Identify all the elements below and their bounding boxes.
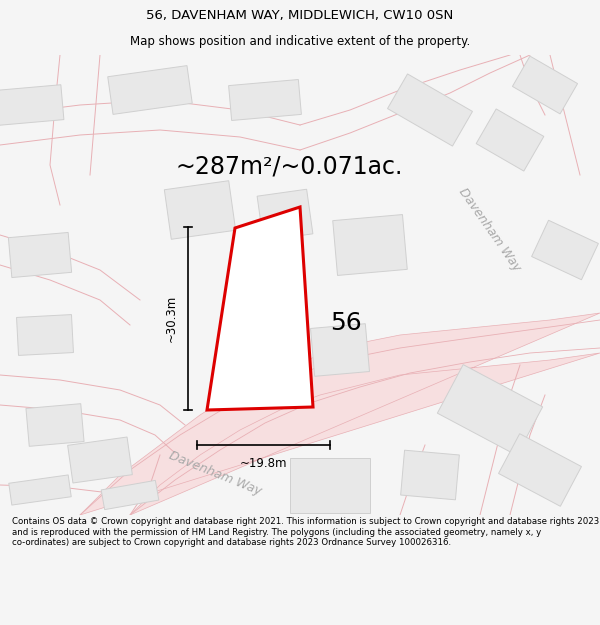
Polygon shape <box>101 481 159 509</box>
Polygon shape <box>311 324 370 376</box>
Polygon shape <box>207 207 313 410</box>
Text: Contains OS data © Crown copyright and database right 2021. This information is : Contains OS data © Crown copyright and d… <box>12 518 599 547</box>
Text: ~19.8m: ~19.8m <box>240 457 287 470</box>
Polygon shape <box>0 85 64 125</box>
Polygon shape <box>290 458 370 512</box>
Polygon shape <box>532 220 598 280</box>
Polygon shape <box>80 313 600 515</box>
Polygon shape <box>499 434 581 506</box>
Text: Davenham Way: Davenham Way <box>167 449 263 498</box>
Polygon shape <box>108 66 192 114</box>
Polygon shape <box>9 475 71 505</box>
Polygon shape <box>17 314 73 356</box>
Polygon shape <box>26 404 84 446</box>
Polygon shape <box>257 189 313 241</box>
Text: Map shows position and indicative extent of the property.: Map shows position and indicative extent… <box>130 35 470 48</box>
Polygon shape <box>401 450 460 500</box>
Text: ~30.3m: ~30.3m <box>165 295 178 342</box>
Polygon shape <box>437 364 542 456</box>
Polygon shape <box>164 181 236 239</box>
Text: 56: 56 <box>330 311 362 335</box>
Text: ~287m²/~0.071ac.: ~287m²/~0.071ac. <box>175 155 403 179</box>
Polygon shape <box>333 214 407 276</box>
Text: Davenham Way: Davenham Way <box>457 186 524 274</box>
Text: 56, DAVENHAM WAY, MIDDLEWICH, CW10 0SN: 56, DAVENHAM WAY, MIDDLEWICH, CW10 0SN <box>146 9 454 22</box>
Polygon shape <box>68 437 133 483</box>
Polygon shape <box>512 56 578 114</box>
Polygon shape <box>229 79 301 121</box>
Polygon shape <box>8 232 71 278</box>
Polygon shape <box>388 74 472 146</box>
Polygon shape <box>476 109 544 171</box>
